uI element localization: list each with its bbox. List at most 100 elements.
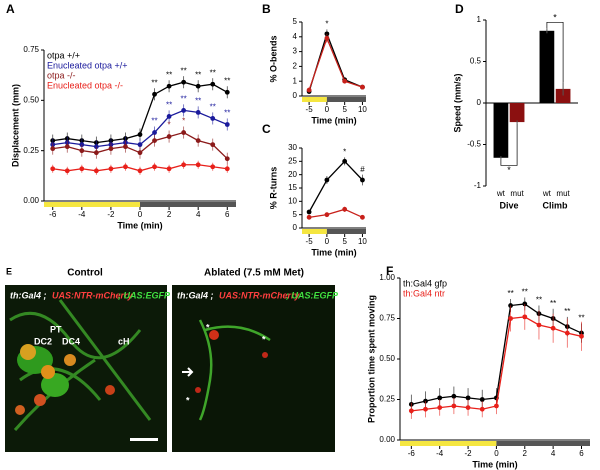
data-point	[152, 164, 157, 170]
data-point	[408, 408, 414, 414]
bar	[555, 88, 571, 103]
data-point	[123, 164, 128, 170]
x-tick-label: 5	[342, 105, 347, 114]
y-tick-label: 20	[288, 170, 297, 179]
data-point	[451, 393, 457, 399]
data-point	[437, 395, 443, 401]
data-point	[93, 168, 99, 174]
series-label: mut	[556, 189, 570, 198]
data-point	[152, 138, 157, 144]
y-tick-label: 0	[477, 98, 482, 107]
light-on-bar	[302, 229, 327, 234]
significance: #	[360, 165, 365, 174]
region-label: cH	[118, 336, 130, 346]
y-tick-label: 3	[293, 47, 298, 56]
data-point	[306, 209, 312, 215]
data-point	[137, 168, 143, 174]
data-point	[181, 130, 187, 135]
data-point	[152, 91, 157, 97]
data-point	[465, 405, 471, 410]
y-tick-label: 10	[288, 196, 297, 205]
data-point	[181, 79, 187, 85]
data-point	[224, 166, 230, 172]
genotype: th:Gal4 ;	[10, 290, 47, 300]
legend-entry: otpa +/+	[47, 50, 80, 60]
y-axis-label: % R-turns	[268, 167, 278, 210]
genotype: UAS:NTR-mCherry	[52, 290, 134, 300]
y-tick-label: -1	[474, 181, 482, 190]
x-tick-label: -6	[49, 210, 57, 219]
bar	[493, 103, 509, 158]
x-tick-label: 0	[494, 449, 499, 458]
genotype: ; UAS:EGFP	[118, 290, 171, 300]
legend-entry: Enucleated otpa -/-	[47, 80, 123, 90]
y-tick-label: 0.5	[470, 57, 482, 66]
y-tick-label: 1.00	[379, 273, 395, 282]
y-tick-label: 4	[293, 32, 298, 41]
data-point	[210, 116, 216, 121]
data-point	[224, 122, 230, 127]
significance: **	[550, 299, 556, 308]
series-label: wt	[542, 189, 552, 198]
y-tick-label: 30	[288, 143, 297, 152]
significance: **	[195, 70, 201, 79]
data-point	[195, 110, 201, 115]
significance: **	[181, 94, 187, 103]
data-point	[324, 35, 330, 41]
x-tick-label: 4	[196, 210, 201, 219]
data-point	[166, 114, 172, 119]
series-line	[308, 31, 363, 92]
significance: **	[195, 96, 201, 105]
data-point	[494, 403, 499, 409]
x-tick-label: 0	[325, 237, 330, 246]
significance: **	[224, 76, 230, 85]
y-axis-label: Displacement (mm)	[10, 84, 20, 167]
x-tick-label: 10	[358, 105, 367, 114]
light-on-bar	[302, 97, 327, 102]
significance: **	[564, 307, 570, 316]
significance: **	[166, 101, 172, 110]
y-tick-label: 0	[293, 223, 298, 232]
significance: **	[210, 68, 216, 77]
significance: **	[151, 117, 157, 126]
data-point	[210, 142, 216, 148]
y-axis-label: Speed (mm/s)	[452, 73, 462, 132]
data-point	[181, 108, 187, 113]
y-tick-label: 0.00	[379, 435, 395, 444]
y-tick-label: 5	[293, 17, 298, 26]
data-point	[437, 405, 443, 410]
data-point	[93, 150, 99, 156]
y-tick-label: 0.75	[23, 45, 39, 54]
y-axis-label: % O-bends	[268, 35, 278, 82]
x-tick-label: 5	[342, 237, 347, 246]
data-point	[360, 177, 365, 183]
significance: *	[182, 117, 185, 126]
image-title: Ablated (7.5 mM Met)	[204, 268, 304, 279]
y-tick-label: 1	[477, 15, 482, 24]
data-point	[166, 83, 172, 89]
bar	[509, 103, 525, 123]
data-point	[108, 146, 114, 152]
data-point	[79, 166, 85, 172]
y-tick-label: 0.50	[23, 95, 39, 104]
data-point	[465, 395, 471, 401]
data-point	[181, 162, 187, 168]
x-tick-label: -4	[436, 449, 444, 458]
light-on-bar	[400, 441, 497, 446]
significance: **	[181, 66, 187, 75]
data-point	[166, 134, 172, 139]
genotype: UAS:NTR-mCherry	[219, 290, 301, 300]
data-point	[195, 83, 201, 89]
panel-letter: D	[455, 2, 464, 16]
data-point	[210, 164, 216, 170]
series-line	[308, 160, 363, 213]
significance: *	[553, 13, 557, 23]
significance-bracket	[546, 21, 564, 83]
data-point	[479, 406, 485, 412]
data-point	[451, 403, 457, 409]
data-point	[342, 206, 348, 212]
data-point	[306, 87, 312, 93]
bar	[539, 30, 555, 103]
series-line	[308, 36, 363, 91]
panel-letter: B	[262, 2, 271, 16]
